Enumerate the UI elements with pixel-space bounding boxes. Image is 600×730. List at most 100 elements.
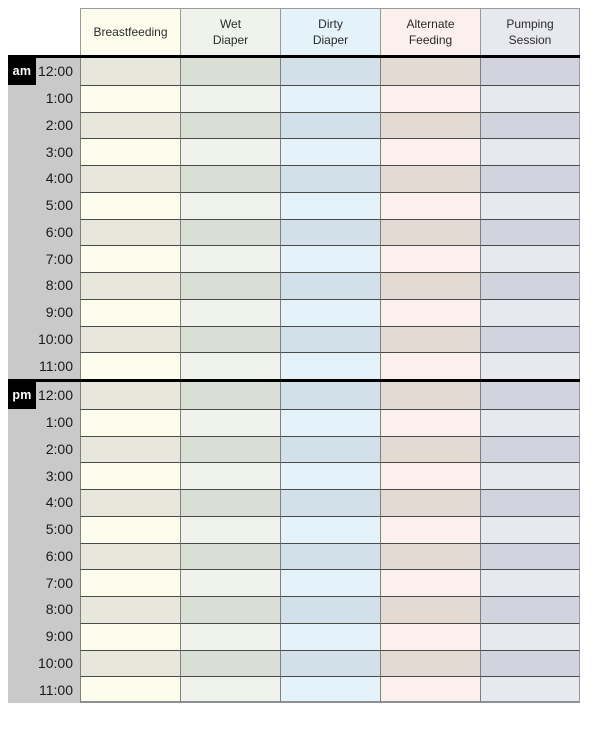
log-cell-alternate-feeding — [380, 218, 480, 246]
table-row: 10:00 — [8, 649, 580, 677]
log-cell-wet-diaper — [180, 272, 280, 299]
log-cell-alternate-feeding — [380, 272, 480, 299]
log-cell-wet-diaper — [180, 622, 280, 650]
log-cell-wet-diaper — [180, 649, 280, 677]
table-row: 8:00 — [8, 596, 580, 623]
log-cell-pumping-session — [480, 649, 580, 677]
log-cell-dirty-diaper — [280, 191, 380, 219]
log-cell-pumping-session — [480, 352, 580, 379]
log-cell-dirty-diaper — [280, 435, 380, 463]
log-cell-breastfeeding — [80, 325, 180, 353]
time-cell: 9:00 — [8, 298, 80, 326]
time-label: 3:00 — [45, 143, 73, 160]
time-cell: am 12:00 — [8, 58, 80, 85]
column-header-label: Alternate — [406, 16, 455, 31]
log-cell-dirty-diaper — [280, 138, 380, 165]
log-cell-pumping-session — [480, 489, 580, 516]
log-cell-breastfeeding — [80, 352, 180, 379]
table-body: am 12:00 1:00 2:00 3:00 4:00 5:00 6:00 7:00 8:00 9… — [8, 58, 580, 703]
table-row: 2:00 — [8, 111, 580, 139]
column-header-dirty-diaper: Dirty Diaper — [280, 8, 380, 55]
log-cell-breastfeeding — [80, 569, 180, 596]
log-cell-wet-diaper — [180, 435, 280, 463]
log-cell-wet-diaper — [180, 58, 280, 85]
log-cell-pumping-session — [480, 218, 580, 246]
log-cell-wet-diaper — [180, 245, 280, 272]
time-label: 12:00 — [37, 387, 73, 404]
time-cell: 7:00 — [8, 569, 80, 596]
time-label: 7:00 — [45, 574, 73, 591]
time-label: 8:00 — [45, 601, 73, 618]
log-cell-dirty-diaper — [280, 462, 380, 489]
meridiem-badge-pm: pm — [8, 382, 36, 409]
column-header-label: Dirty — [318, 16, 343, 31]
log-cell-wet-diaper — [180, 569, 280, 596]
log-cell-wet-diaper — [180, 352, 280, 379]
log-cell-pumping-session — [480, 111, 580, 139]
table-row: 10:00 — [8, 325, 580, 353]
log-cell-breastfeeding — [80, 191, 180, 219]
table-row: pm 12:00 — [8, 382, 580, 409]
log-cell-alternate-feeding — [380, 622, 480, 650]
log-cell-wet-diaper — [180, 408, 280, 436]
section-pm: pm 12:00 1:00 2:00 3:00 4:00 5:00 6:00 7:00 8:00 9… — [8, 382, 580, 703]
log-cell-dirty-diaper — [280, 649, 380, 677]
log-cell-pumping-session — [480, 435, 580, 463]
log-cell-dirty-diaper — [280, 58, 380, 85]
log-cell-breastfeeding — [80, 676, 180, 703]
time-label: 5:00 — [45, 197, 73, 214]
log-cell-pumping-session — [480, 515, 580, 543]
time-cell: 1:00 — [8, 84, 80, 112]
log-cell-breastfeeding — [80, 408, 180, 436]
column-header-label: Feeding — [408, 33, 453, 47]
log-cell-dirty-diaper — [280, 596, 380, 623]
log-cell-alternate-feeding — [380, 649, 480, 677]
header-row: Breastfeeding Wet Diaper Dirty Diaper Alterna… — [8, 8, 580, 55]
table-row: 9:00 — [8, 622, 580, 650]
log-cell-wet-diaper — [180, 515, 280, 543]
table-row: 7:00 — [8, 569, 580, 596]
column-header-pumping-session: Pumping Session — [480, 8, 580, 55]
log-cell-alternate-feeding — [380, 435, 480, 463]
log-cell-alternate-feeding — [380, 382, 480, 409]
time-cell: 6:00 — [8, 218, 80, 246]
column-header-wet-diaper: Wet Diaper — [180, 8, 280, 55]
time-label: 4:00 — [45, 170, 73, 187]
time-cell: 7:00 — [8, 245, 80, 272]
log-cell-alternate-feeding — [380, 165, 480, 192]
log-cell-breastfeeding — [80, 165, 180, 192]
log-cell-alternate-feeding — [380, 325, 480, 353]
time-cell: 3:00 — [8, 462, 80, 489]
log-cell-dirty-diaper — [280, 352, 380, 379]
log-cell-wet-diaper — [180, 596, 280, 623]
log-cell-dirty-diaper — [280, 245, 380, 272]
log-cell-dirty-diaper — [280, 272, 380, 299]
log-cell-wet-diaper — [180, 165, 280, 192]
log-cell-pumping-session — [480, 325, 580, 353]
time-cell: 1:00 — [8, 408, 80, 436]
log-cell-breastfeeding — [80, 218, 180, 246]
log-cell-pumping-session — [480, 298, 580, 326]
time-cell: 11:00 — [8, 676, 80, 703]
log-cell-breastfeeding — [80, 58, 180, 85]
column-header-label: Breastfeeding — [93, 24, 168, 39]
table-row: 4:00 — [8, 489, 580, 516]
time-label: 11:00 — [39, 357, 73, 374]
log-cell-alternate-feeding — [380, 542, 480, 570]
time-label: 10:00 — [37, 330, 73, 347]
header-divider — [8, 55, 580, 58]
tracking-sheet: Breastfeeding Wet Diaper Dirty Diaper Alterna… — [8, 8, 580, 703]
column-header-label: Pumping — [506, 16, 554, 31]
log-cell-dirty-diaper — [280, 325, 380, 353]
log-cell-alternate-feeding — [380, 408, 480, 436]
column-header-label: Session — [508, 33, 552, 47]
time-cell: 2:00 — [8, 435, 80, 463]
log-cell-pumping-session — [480, 191, 580, 219]
log-cell-wet-diaper — [180, 489, 280, 516]
time-cell: 2:00 — [8, 111, 80, 139]
log-cell-pumping-session — [480, 462, 580, 489]
table-row: 9:00 — [8, 298, 580, 326]
log-cell-pumping-session — [480, 138, 580, 165]
column-header-label: Diaper — [212, 33, 249, 47]
log-cell-breastfeeding — [80, 298, 180, 326]
